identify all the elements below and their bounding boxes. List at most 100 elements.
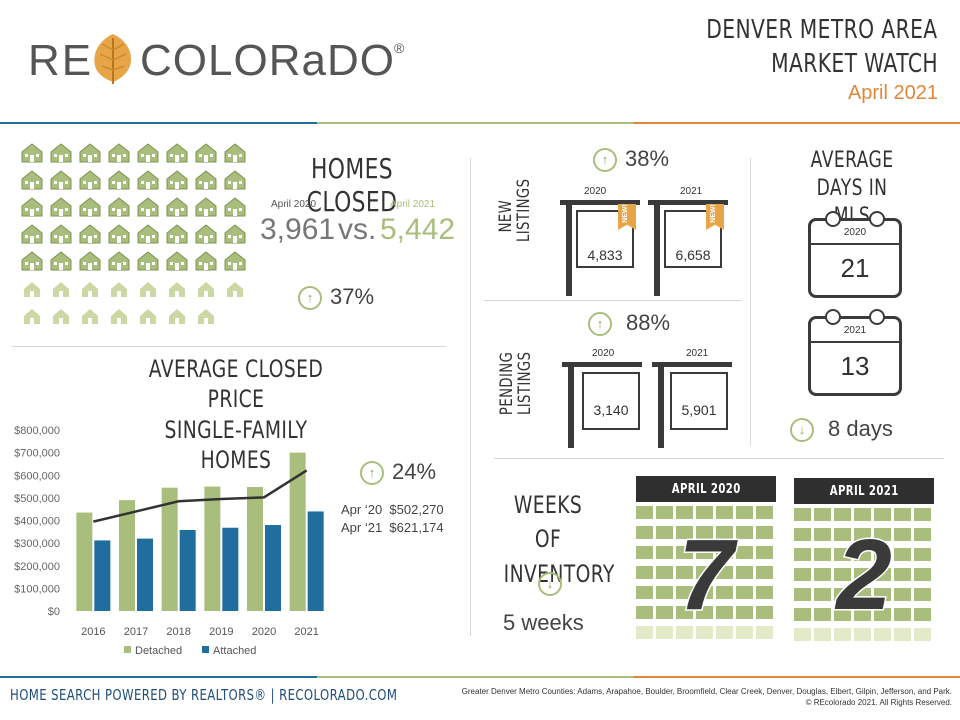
divider-left-mid xyxy=(12,346,446,347)
calendar-day xyxy=(636,526,653,539)
calendar-day xyxy=(736,566,753,579)
header-title: DENVER METRO AREA MARKET WATCH April 202… xyxy=(638,14,938,105)
calendar-ring xyxy=(825,211,841,227)
houses-grid xyxy=(21,143,246,324)
calendar-day xyxy=(756,586,773,599)
calendar-day xyxy=(854,508,871,521)
footer-counties: Greater Denver Metro Counties: Adams, Ar… xyxy=(461,687,952,696)
x-tick-label: 2016 xyxy=(81,626,105,638)
house-icon xyxy=(50,170,72,190)
house-icon xyxy=(50,143,72,163)
house-icon xyxy=(169,309,185,324)
calendar-day xyxy=(794,628,811,641)
y-tick-label: $100,000 xyxy=(14,583,60,595)
calendar-day xyxy=(696,626,713,639)
calendar-day xyxy=(894,548,911,561)
logo: RE COLORaDO ® xyxy=(28,30,428,90)
house-icon xyxy=(166,143,188,163)
calendar-year: 2020 xyxy=(843,227,867,238)
legend-label: Attached xyxy=(213,645,256,657)
sign-year: 2020 xyxy=(584,186,607,197)
house-icon xyxy=(108,251,130,271)
inventory-change: 5 weeks xyxy=(503,610,584,635)
header-title-line2: MARKET WATCH xyxy=(771,49,938,79)
calendar-day xyxy=(814,608,831,621)
new-badge: NEW! xyxy=(618,204,636,230)
calendar-day xyxy=(676,566,693,579)
house-icon xyxy=(195,143,217,163)
house-icon xyxy=(108,143,130,163)
calendar-day xyxy=(676,586,693,599)
calendar-day xyxy=(794,568,811,581)
new-listings-change: ↑ 38% xyxy=(593,146,669,173)
calendar-day xyxy=(756,626,773,639)
sign-board xyxy=(582,372,640,430)
calendar-day xyxy=(736,506,753,519)
bar-attached xyxy=(307,511,324,611)
avg-price-line1: Apr ‘20 $502,270 xyxy=(341,502,444,517)
calendar-day xyxy=(854,588,871,601)
logo-colorado: COLORaDO xyxy=(140,36,395,85)
calendar-day xyxy=(814,548,831,561)
calendar-day xyxy=(656,546,673,559)
calendar-day xyxy=(914,528,931,541)
calendar-day xyxy=(834,608,851,621)
calendar-ring xyxy=(869,211,885,227)
x-tick-label: 2021 xyxy=(294,626,318,638)
bar-detached xyxy=(119,500,135,611)
calendar-day xyxy=(814,528,831,541)
calendar-day xyxy=(834,628,851,641)
calendar-day xyxy=(814,628,831,641)
new-listings-label: NEW LISTINGS xyxy=(496,178,534,243)
calendar-day xyxy=(656,566,673,579)
calendar-day xyxy=(736,546,753,559)
sign-board xyxy=(670,372,728,430)
homes-closed-title: HOMES CLOSED xyxy=(306,152,398,218)
calendar-grid xyxy=(636,506,776,648)
calendar-day xyxy=(696,566,713,579)
footer-rule xyxy=(0,676,960,678)
footer-left[interactable]: HOME SEARCH POWERED BY REALTORS® | RECOL… xyxy=(10,686,398,704)
house-icon xyxy=(137,197,159,217)
arrow-up-icon: ↑ xyxy=(588,312,612,337)
aspen-leaf-icon xyxy=(94,34,132,84)
x-tick-label: 2019 xyxy=(209,626,233,638)
house-icon xyxy=(21,251,43,271)
house-icon xyxy=(82,309,98,324)
bar-attached xyxy=(137,538,153,611)
divider-listings xyxy=(484,300,742,301)
house-icon xyxy=(140,282,156,297)
homes-closed-2020: 3,961 xyxy=(260,213,336,246)
y-tick-label: $800,000 xyxy=(14,425,60,437)
house-icon xyxy=(169,282,185,297)
bar-attached xyxy=(265,525,281,611)
bar-detached xyxy=(289,452,306,611)
calendar-day xyxy=(814,588,831,601)
divider-right-mid xyxy=(494,458,944,459)
calendar-day xyxy=(874,528,891,541)
house-icon xyxy=(227,282,243,297)
calendar-day xyxy=(636,606,653,619)
calendar-ring xyxy=(869,309,885,325)
arrow-down-icon: ↓ xyxy=(538,572,562,596)
calendar-2020: 2020 21 xyxy=(808,211,902,298)
legend-label: Detached xyxy=(135,645,182,657)
calendar-day xyxy=(794,588,811,601)
calendar-top-line xyxy=(811,341,899,343)
calendar-day xyxy=(794,508,811,521)
sign-value: 3,140 xyxy=(593,402,629,418)
calendar-value: 21 xyxy=(840,253,870,283)
house-icon xyxy=(224,197,246,217)
arrow-down-icon: ↓ xyxy=(790,418,814,443)
bar-detached xyxy=(247,487,263,611)
calendar-big-number: 7 xyxy=(677,518,736,633)
avg-price-chart: $0 $100,000 $200,000 $300,000 $400,000 $500,0… xyxy=(14,425,324,657)
calendar-day xyxy=(794,548,811,561)
calendar-day xyxy=(676,506,693,519)
divider-center xyxy=(470,158,471,636)
calendar-day xyxy=(736,586,753,599)
calendar-day xyxy=(834,588,851,601)
calendar-ring xyxy=(825,309,841,325)
house-icon xyxy=(198,282,214,297)
house-icon xyxy=(224,143,246,163)
